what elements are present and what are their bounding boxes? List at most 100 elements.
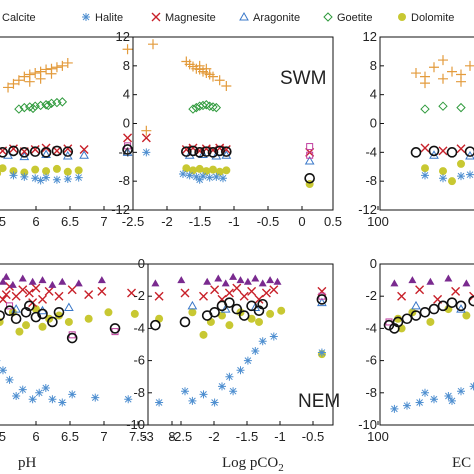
point-calcite xyxy=(214,75,225,86)
point-black_circle xyxy=(62,146,74,157)
y-tick-label: 12 xyxy=(116,29,130,44)
x-tick-label: 7 xyxy=(100,429,107,444)
point-aragonite xyxy=(64,302,74,311)
point-dolomite xyxy=(266,309,275,318)
legend-marker-goetite xyxy=(323,12,333,22)
point-calcite xyxy=(57,60,68,71)
x-axis-title-subscript: 2 xyxy=(278,462,284,474)
point-aragonite xyxy=(220,304,231,313)
point-halite xyxy=(185,171,194,180)
x-tick-label: 7 xyxy=(100,214,107,229)
x-tick-label: 7.5 xyxy=(129,429,147,444)
point-purple_triangle xyxy=(0,277,7,285)
point-black_circle xyxy=(231,303,243,315)
point-magnesite xyxy=(97,286,107,296)
point-aragonite xyxy=(317,297,327,307)
y-tick-label: -12 xyxy=(111,202,130,217)
point-magnesite xyxy=(44,286,54,296)
point-black_circle xyxy=(410,147,422,158)
point-goetite xyxy=(198,100,208,111)
point-magnesite xyxy=(54,291,64,301)
point-halite xyxy=(225,372,234,381)
point-goetite xyxy=(43,100,53,111)
point-black_circle xyxy=(214,145,225,157)
panel-frame xyxy=(379,36,474,211)
point-halite xyxy=(0,366,7,375)
point-goetite xyxy=(211,102,222,113)
point-magnesite xyxy=(420,143,430,153)
point-dolomite xyxy=(52,164,61,173)
point-calcite xyxy=(447,66,457,77)
point-dolomite xyxy=(218,311,226,320)
point-purple_triangle xyxy=(266,276,275,284)
y-tick-label: -10 xyxy=(358,417,377,432)
point-dolomite xyxy=(247,314,256,323)
y-tick-label: 8 xyxy=(123,58,130,73)
point-black_circle xyxy=(446,297,458,308)
y-tick-label: 0 xyxy=(370,256,377,271)
point-purple_triangle xyxy=(390,279,399,287)
point-goetite xyxy=(204,101,215,111)
y-tick-label: 4 xyxy=(123,87,130,102)
point-halite xyxy=(457,172,465,181)
point-magnesite xyxy=(1,290,11,300)
point-purple_triangle xyxy=(97,276,106,284)
point-black_circle xyxy=(194,147,205,158)
point-aragonite xyxy=(198,149,208,158)
point-black_circle xyxy=(150,319,161,331)
point-aragonite xyxy=(304,155,315,165)
x-tick-label: 6 xyxy=(32,429,39,444)
point-black_circle xyxy=(464,146,474,157)
y-tick-label: 8 xyxy=(370,58,377,73)
point-aragonite xyxy=(411,300,421,310)
point-pink_square xyxy=(6,302,14,310)
point-magnesite xyxy=(52,146,62,156)
point-halite xyxy=(251,346,260,355)
y-tick-label: -4 xyxy=(365,144,377,159)
point-dolomite xyxy=(182,164,191,173)
point-halite xyxy=(9,171,18,180)
point-black_circle xyxy=(4,305,15,316)
point-dolomite xyxy=(189,166,197,175)
point-halite xyxy=(20,172,29,181)
point-black_circle xyxy=(201,146,212,157)
point-halite xyxy=(12,392,21,401)
point-purple_triangle xyxy=(229,272,238,280)
panel-frame xyxy=(132,36,334,211)
x-tick-label: 6.5 xyxy=(61,214,79,229)
point-purple_triangle xyxy=(203,277,212,285)
point-calcite xyxy=(46,68,57,79)
point-magnesite xyxy=(0,294,8,304)
point-goetite xyxy=(438,101,448,111)
point-halite xyxy=(28,395,37,404)
point-magnesite xyxy=(239,291,249,301)
point-calcite xyxy=(30,68,41,79)
point-black_circle xyxy=(53,306,65,318)
x-axis-title: Log pCO2 xyxy=(222,455,284,474)
point-pink_square xyxy=(306,151,314,159)
point-black_circle xyxy=(24,300,35,312)
point-black_circle xyxy=(122,144,133,155)
point-purple_triangle xyxy=(426,277,435,285)
point-purple_triangle xyxy=(8,280,17,288)
y-tick-label: -2 xyxy=(133,288,145,303)
point-purple_triangle xyxy=(2,272,11,280)
point-magnesite xyxy=(224,288,234,298)
point-black_circle xyxy=(19,147,30,158)
point-halite xyxy=(448,396,456,405)
point-magnesite xyxy=(199,291,208,301)
point-magnesite xyxy=(456,144,466,154)
point-black_circle xyxy=(246,300,257,312)
y-tick-label: 0 xyxy=(138,256,145,271)
point-calcite xyxy=(35,73,46,84)
point-halite xyxy=(421,388,429,397)
point-goetite xyxy=(208,102,218,112)
point-calcite xyxy=(411,68,421,79)
point-black_circle xyxy=(187,145,199,157)
point-magnesite xyxy=(210,285,220,295)
point-halite xyxy=(68,390,77,399)
point-purple_triangle xyxy=(236,276,245,284)
y-tick-label: -10 xyxy=(126,417,145,432)
legend-label-goetite: Goetite xyxy=(337,12,372,24)
point-dolomite xyxy=(209,165,217,174)
